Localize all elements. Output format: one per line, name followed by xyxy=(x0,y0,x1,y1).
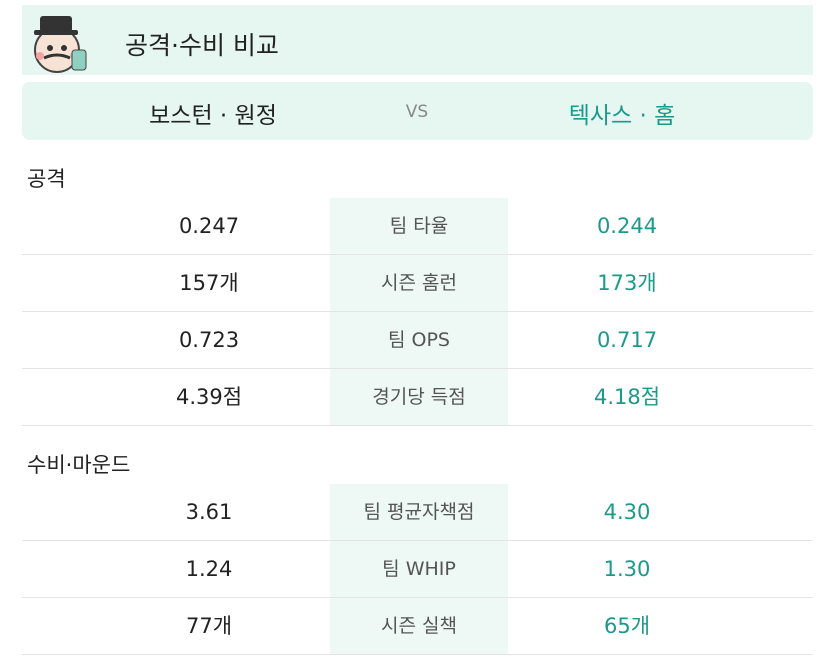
stat-label: 팀 평균자책점 xyxy=(363,501,475,523)
home-team: 텍사스 · 홈 xyxy=(568,103,676,129)
stat-label: 팀 WHIP xyxy=(382,558,456,580)
home-value: 65개 xyxy=(603,614,651,638)
home-value: 4.30 xyxy=(603,500,651,524)
away-team: 보스턴 · 원정 xyxy=(149,103,277,129)
stat-label: 경기당 득점 xyxy=(372,386,466,408)
home-value: 173개 xyxy=(597,271,657,295)
away-value: 1.24 xyxy=(185,557,233,581)
stat-label: 시즌 홈런 xyxy=(381,272,457,294)
away-value: 3.61 xyxy=(185,500,233,524)
stat-row: 1.24 팀 WHIP 1.30 xyxy=(22,541,813,598)
label-column xyxy=(330,198,508,426)
teams-bar xyxy=(22,82,813,140)
stat-row: 3.61 팀 평균자책점 4.30 xyxy=(22,484,813,541)
section-title: 수비·마운드 xyxy=(27,453,131,477)
mascot-icon xyxy=(34,16,87,73)
title: 공격·수비 비교 xyxy=(125,31,279,60)
stat-row: 4.39점 경기당 득점 4.18점 xyxy=(22,369,813,426)
stat-label: 팀 OPS xyxy=(388,329,450,351)
away-value: 77개 xyxy=(185,614,233,638)
section-title: 공격 xyxy=(27,167,66,191)
away-value: 157개 xyxy=(179,271,239,295)
stat-row: 0.723 팀 OPS 0.717 xyxy=(22,312,813,369)
header-bar xyxy=(22,5,813,75)
stat-label: 시즌 실책 xyxy=(381,615,457,637)
home-value: 1.30 xyxy=(603,557,651,581)
away-value: 0.723 xyxy=(178,328,240,352)
stat-row: 77개 시즌 실책 65개 xyxy=(22,598,813,655)
home-value: 0.717 xyxy=(596,328,658,352)
stat-row: 0.247 팀 타율 0.244 xyxy=(22,198,813,255)
home-value: 4.18점 xyxy=(593,385,661,409)
vs-label: VS xyxy=(405,102,429,122)
away-value: 0.247 xyxy=(178,214,240,238)
label-column xyxy=(330,484,508,655)
home-value: 0.244 xyxy=(596,214,658,238)
away-value: 4.39점 xyxy=(175,385,243,409)
stat-row: 157개 시즌 홈런 173개 xyxy=(22,255,813,312)
stat-label: 팀 타율 xyxy=(389,215,449,237)
